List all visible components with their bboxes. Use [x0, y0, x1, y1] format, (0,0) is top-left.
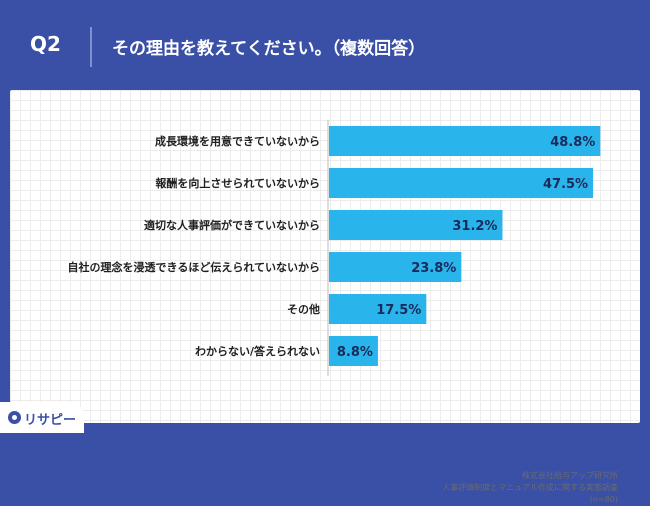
source-note: 株式会社給与アップ研究所 人事評価制度とマニュアル作成に関する実態調査 (n=8…: [442, 470, 618, 506]
value-label: 8.8%: [337, 345, 373, 360]
category-label: 報酬を向上させられていないから: [155, 176, 320, 190]
value-label: 47.5%: [543, 177, 588, 192]
value-label: 17.5%: [376, 303, 421, 318]
bar: [329, 252, 462, 282]
category-label: 適切な人事評価ができていないから: [144, 218, 320, 232]
category-label: 成長環境を用意できていないから: [155, 134, 320, 148]
location-pin-icon: [8, 411, 21, 424]
bar-chart: 成長環境を用意できていないから 48.8% 報酬を向上させられていないから 47.5%…: [68, 120, 601, 376]
category-label: 自社の理念を浸透できるほど伝えられていないから: [68, 260, 320, 274]
brand-logo: リサピー: [0, 402, 84, 433]
bar: [329, 210, 503, 240]
value-label: 23.8%: [411, 261, 456, 276]
category-label: わからない/答えられない: [195, 344, 320, 358]
source-survey: 人事評価制度とマニュアル作成に関する実態調査: [442, 483, 618, 492]
bar: [329, 168, 594, 198]
value-label: 48.8%: [550, 135, 595, 150]
question-number: Q2: [30, 32, 61, 56]
bar: [329, 336, 378, 366]
category-label: その他: [287, 302, 320, 316]
brand-name: リサピー: [24, 413, 77, 428]
header-divider: [90, 27, 92, 67]
chart-panel: 成長環境を用意できていないから 48.8% 報酬を向上させられていないから 47.5%…: [10, 90, 640, 504]
header: Q2 その理由を教えてください。（複数回答）: [0, 0, 650, 90]
source-company: 株式会社給与アップ研究所: [522, 471, 618, 480]
source-sample-size: (n=80): [589, 495, 618, 504]
question-title: その理由を教えてください。（複数回答）: [112, 39, 426, 59]
bar: [329, 126, 601, 156]
value-label: 31.2%: [452, 219, 497, 234]
bar: [329, 294, 427, 324]
